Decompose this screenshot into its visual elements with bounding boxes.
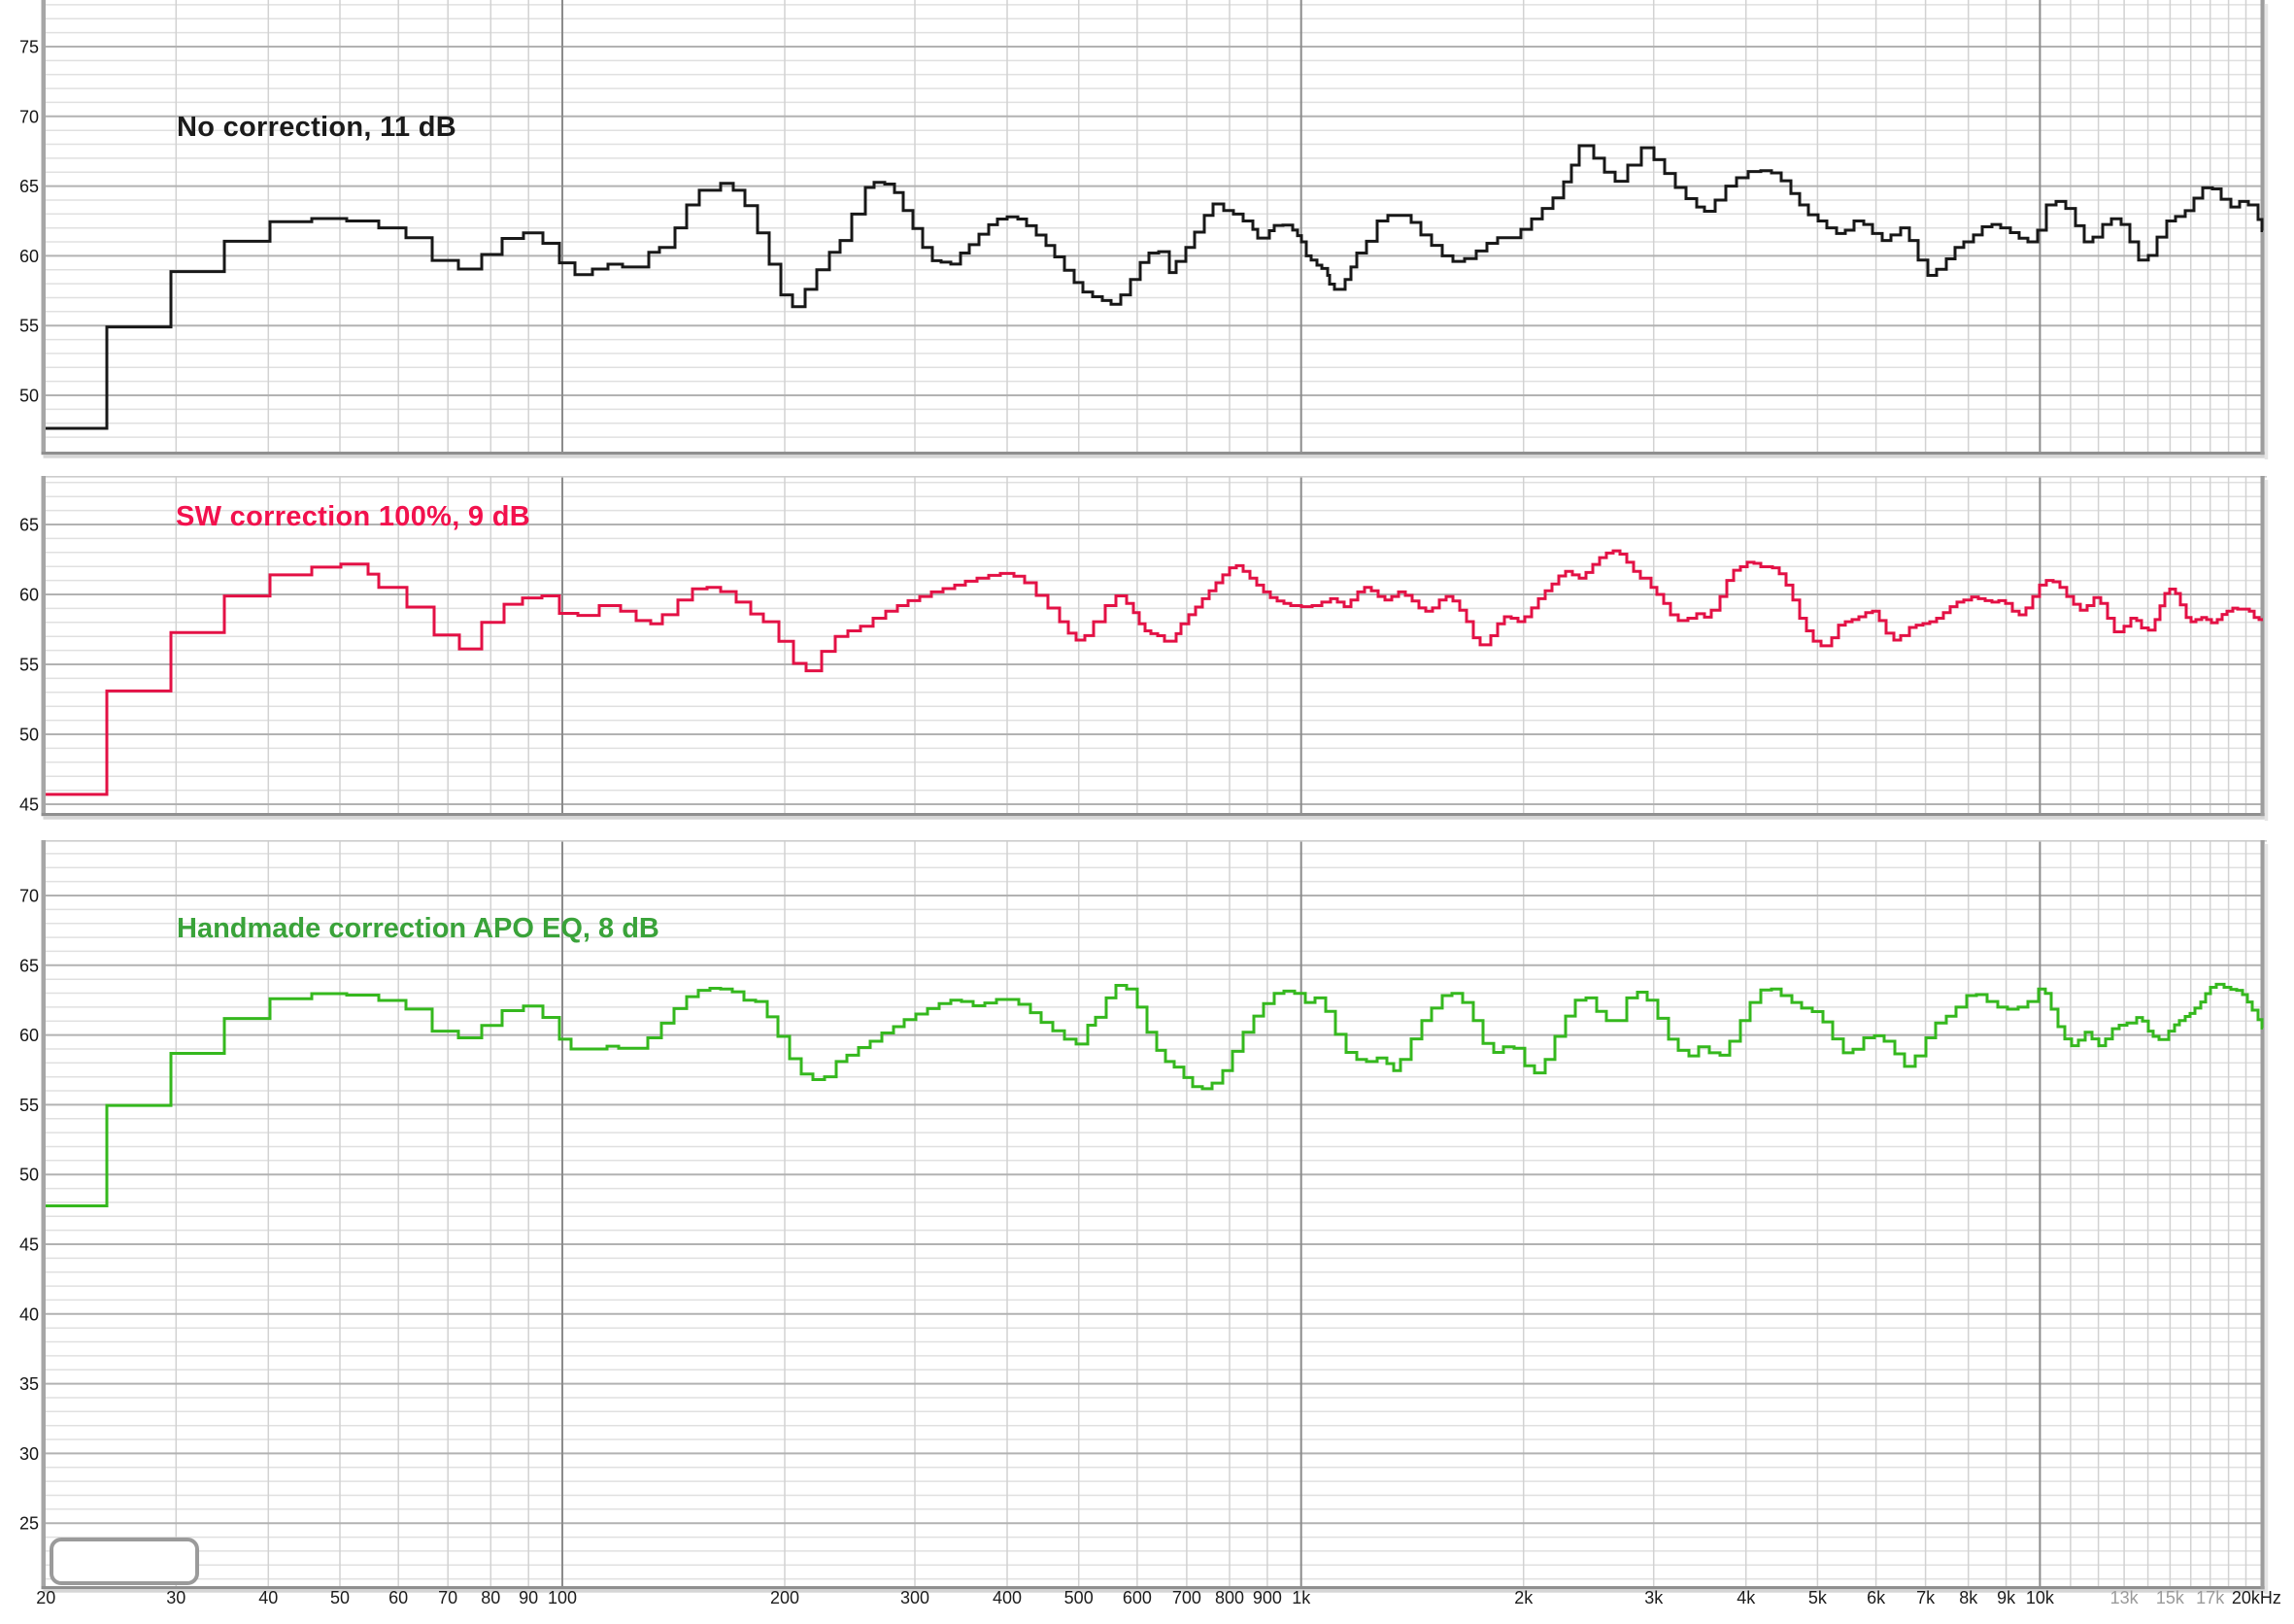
svg-text:65: 65 — [19, 956, 39, 975]
svg-text:70: 70 — [438, 1588, 457, 1607]
svg-text:17k: 17k — [2196, 1588, 2225, 1607]
svg-text:70: 70 — [19, 887, 39, 906]
svg-text:60: 60 — [19, 586, 39, 605]
svg-text:8k: 8k — [1959, 1588, 1978, 1607]
svg-text:400: 400 — [993, 1588, 1022, 1607]
svg-text:40: 40 — [258, 1588, 278, 1607]
svg-text:20: 20 — [36, 1588, 55, 1607]
svg-text:4k: 4k — [1737, 1588, 1756, 1607]
svg-text:65: 65 — [19, 177, 39, 196]
svg-text:50: 50 — [19, 1166, 39, 1185]
svg-text:200: 200 — [770, 1588, 799, 1607]
svg-text:2k: 2k — [1514, 1588, 1534, 1607]
svg-text:1k: 1k — [1292, 1588, 1311, 1607]
svg-text:50: 50 — [19, 726, 39, 745]
svg-text:55: 55 — [19, 656, 39, 675]
svg-text:5k: 5k — [1808, 1588, 1828, 1607]
svg-text:7k: 7k — [1916, 1588, 1936, 1607]
svg-text:60: 60 — [388, 1588, 408, 1607]
svg-text:Handmade correction APO EQ, 8: Handmade correction APO EQ, 8 dB — [177, 913, 659, 944]
svg-text:20kHz: 20kHz — [2232, 1588, 2281, 1607]
svg-text:30: 30 — [19, 1444, 39, 1464]
svg-text:No correction, 11 dB: No correction, 11 dB — [177, 112, 456, 143]
svg-text:55: 55 — [19, 317, 39, 336]
svg-text:30: 30 — [166, 1588, 186, 1607]
svg-text:80: 80 — [481, 1588, 500, 1607]
svg-text:70: 70 — [19, 107, 39, 126]
svg-text:6k: 6k — [1867, 1588, 1886, 1607]
svg-text:13k: 13k — [2110, 1588, 2140, 1607]
svg-text:300: 300 — [900, 1588, 929, 1607]
svg-text:45: 45 — [19, 795, 39, 815]
svg-text:50: 50 — [19, 387, 39, 406]
svg-text:90: 90 — [519, 1588, 538, 1607]
svg-text:50: 50 — [330, 1588, 350, 1607]
svg-text:SW correction 100%, 9 dB: SW correction 100%, 9 dB — [176, 501, 530, 532]
svg-text:65: 65 — [19, 516, 39, 535]
svg-text:600: 600 — [1123, 1588, 1152, 1607]
svg-text:55: 55 — [19, 1096, 39, 1115]
svg-text:60: 60 — [19, 1026, 39, 1045]
svg-text:3k: 3k — [1644, 1588, 1664, 1607]
svg-text:45: 45 — [19, 1235, 39, 1255]
svg-text:800: 800 — [1215, 1588, 1244, 1607]
svg-text:35: 35 — [19, 1374, 39, 1394]
svg-text:100: 100 — [548, 1588, 577, 1607]
svg-text:40: 40 — [19, 1304, 39, 1324]
svg-text:15k: 15k — [2156, 1588, 2185, 1607]
svg-text:10k: 10k — [2026, 1588, 2055, 1607]
svg-text:25: 25 — [19, 1514, 39, 1534]
svg-text:500: 500 — [1064, 1588, 1094, 1607]
svg-text:700: 700 — [1172, 1588, 1201, 1607]
svg-text:75: 75 — [19, 38, 39, 57]
svg-text:60: 60 — [19, 247, 39, 266]
svg-text:900: 900 — [1253, 1588, 1282, 1607]
svg-text:9k: 9k — [1997, 1588, 2016, 1607]
